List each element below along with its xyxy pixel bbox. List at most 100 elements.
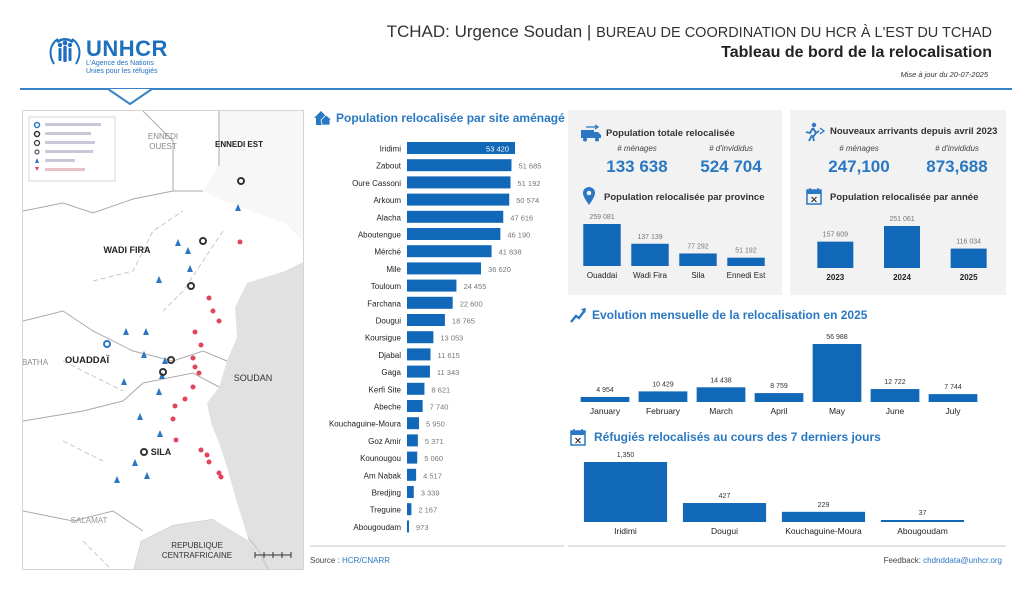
kpi-total-households-label: # ménages <box>617 144 657 153</box>
header-divider <box>20 88 1012 90</box>
bar-value-label: 5 060 <box>424 454 443 463</box>
chart-last7days: 1,350 Iridimi 427 Dougui 229 Kouchaguine-Mour… <box>583 452 965 536</box>
location-pin-icon <box>583 187 595 205</box>
kpi-arrivals-households: 247,100 <box>828 157 890 176</box>
chart-monthly: 4 954 January 10 429 February 14 438 March 8 7… <box>580 334 978 416</box>
bar-value-label: 3 339 <box>421 489 440 498</box>
bar-value-label: 157 609 <box>823 232 848 239</box>
bar-category-label: Zabout <box>376 162 402 171</box>
map-label-salamat: SALAMAT <box>71 516 108 525</box>
left-footer-divider <box>310 545 564 547</box>
bar <box>682 503 767 522</box>
bar-value-label: 77 292 <box>687 243 709 250</box>
bar-category-label: 2023 <box>826 273 844 282</box>
map-label-rca-2: CENTRAFRICAINE <box>162 551 232 560</box>
bar-value-label: 137 139 <box>637 234 662 241</box>
feedback-email-link[interactable]: chdnddata@unhcr.org <box>923 556 1002 565</box>
bar-value-label: 10 429 <box>652 381 674 388</box>
bar-category-label: Kouchaguine-Moura <box>785 526 862 536</box>
map-chad-area <box>23 111 303 569</box>
bar-value-label: 50 574 <box>516 196 539 205</box>
map-label-soudan: SOUDAN <box>234 373 273 383</box>
chart-title-monthly: Evolution mensuelle de la relocalisation… <box>592 308 868 322</box>
bar <box>407 348 431 361</box>
map-label-ennedi-ouest-2: OUEST <box>149 142 177 151</box>
bar <box>928 394 978 402</box>
bar-category-label: Dougui <box>376 317 402 326</box>
bar <box>407 434 418 447</box>
bar <box>583 462 668 522</box>
bar-value-label: 11 615 <box>437 351 459 360</box>
bar <box>727 257 765 266</box>
bar-category-label: Gaga <box>381 368 401 377</box>
map-label-batha: BATHA <box>23 358 49 367</box>
bar-value-label: 13 053 <box>440 334 463 343</box>
logo-tagline-2: Unies pour les réfugiés <box>86 68 158 75</box>
kpi-arrivals-title: Nouveaux arrivants depuis avril 2023 <box>830 126 998 137</box>
chart-title-by-province: Population relocalisée par province <box>604 192 765 203</box>
bar-value-label: 46 190 <box>507 231 530 240</box>
bar-value-label: 1,350 <box>617 452 635 459</box>
calendar-icon <box>806 188 822 205</box>
feedback-note: Feedback: chdnddata@unhcr.org <box>860 556 1002 565</box>
bar <box>631 243 669 266</box>
bar <box>407 365 430 378</box>
bar-category-label: Koursigue <box>365 334 402 343</box>
source-link[interactable]: HCR/CNARR <box>342 556 391 565</box>
bar-value-label: 12 722 <box>884 379 906 386</box>
bar-value-label: 4 954 <box>596 387 614 394</box>
bar <box>583 224 621 266</box>
right-footer-divider <box>568 545 1006 547</box>
kpi-total-title: Population totale relocalisée <box>606 128 735 139</box>
bar-value-label: 7 740 <box>430 403 449 412</box>
bar <box>580 396 630 402</box>
bar <box>407 142 515 154</box>
kpi-arrivals-individuals-label: # d'invididus <box>935 144 979 153</box>
bar <box>407 503 412 516</box>
bar-value-label: 2 167 <box>418 506 437 515</box>
bar <box>638 391 688 402</box>
bar <box>880 520 965 522</box>
map-panel[interactable]: ENNEDI OUEST ENNEDI EST WADI FIRA OUADDA… <box>22 110 304 570</box>
kpi-total-individuals: 524 704 <box>700 157 762 176</box>
bar-value-label: 24 455 <box>463 282 486 291</box>
bar-category-label: Kerfi Site <box>369 385 402 394</box>
map-label-ennedi-ouest-1: ENNEDI <box>148 132 178 141</box>
bar <box>754 393 804 402</box>
bar <box>407 520 409 533</box>
bar-category-label: Sila <box>691 271 705 280</box>
bar-value-label: 14 438 <box>710 377 732 384</box>
chart-title-by-site: Population relocalisée par site aménagé <box>336 111 565 125</box>
bar-category-label: Bredjing <box>372 489 401 498</box>
bar-category-label: Iridimi <box>614 526 637 536</box>
bar <box>407 486 414 498</box>
map-legend <box>28 116 116 182</box>
bar-value-label: 229 <box>818 502 830 509</box>
bar <box>407 296 453 309</box>
bar-category-label: Treguine <box>370 506 402 515</box>
bar-value-label: 973 <box>416 523 429 532</box>
bar-value-label: 47 616 <box>510 213 533 222</box>
bar-value-label: 8 759 <box>770 383 788 390</box>
bar-value-label: 4 517 <box>423 471 442 480</box>
map-label-sila: SILA <box>151 447 172 457</box>
bar-category-label: 2025 <box>960 273 978 282</box>
bar-value-label: 116 034 <box>956 239 981 246</box>
bar-category-label: Mérché <box>374 248 401 257</box>
bar-category-label: July <box>945 406 961 416</box>
map-scale-bar <box>254 552 292 558</box>
bar-value-label: 53 420 <box>486 145 509 154</box>
map-entry-markers <box>170 239 243 480</box>
calendar-icon <box>570 429 586 446</box>
bar-category-label: Dougui <box>711 526 738 536</box>
bar-value-label: 5 950 <box>426 420 445 429</box>
bar <box>870 389 920 402</box>
source-label: Source : <box>310 556 343 565</box>
bar-value-label: 8 621 <box>431 385 450 394</box>
chart-title-last7days: Réfugiés relocalisés au cours des 7 dern… <box>594 430 881 444</box>
bar-category-label: Farchana <box>367 299 401 308</box>
title-main: TCHAD: Urgence Soudan <box>386 22 583 41</box>
bar <box>407 400 423 412</box>
bar <box>407 193 510 206</box>
bar-value-label: 5 371 <box>425 437 444 446</box>
